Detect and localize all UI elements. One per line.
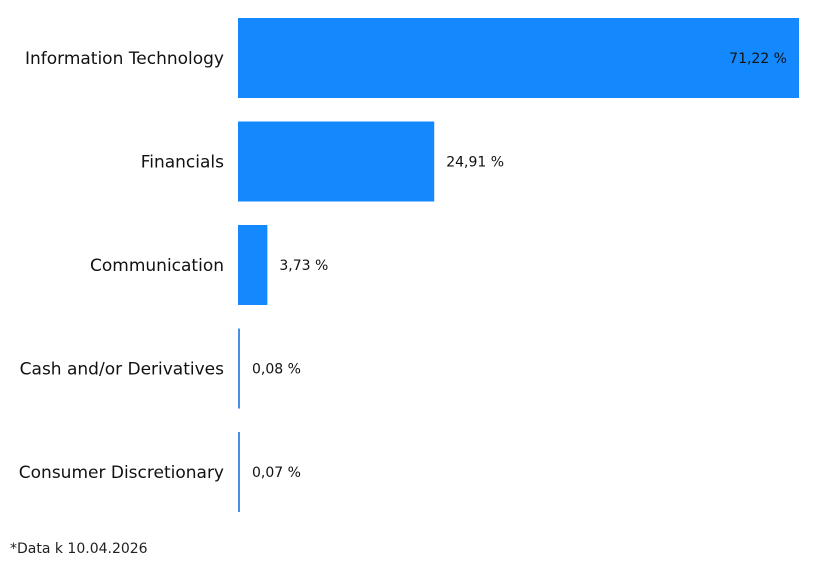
category-label-cash-and-or-derivatives: Cash and/or Derivatives bbox=[20, 360, 224, 380]
bar-consumer-discretionary bbox=[238, 432, 240, 512]
category-label-information-technology: Information Technology bbox=[25, 49, 224, 69]
value-label-consumer-discretionary: 0,07 % bbox=[252, 465, 301, 481]
bar-cash-and-or-derivatives bbox=[238, 328, 240, 409]
category-label-financials: Financials bbox=[141, 153, 224, 173]
value-label-financials: 24,91 % bbox=[446, 155, 504, 171]
category-label-communication: Communication bbox=[90, 256, 224, 276]
bar-financials bbox=[238, 121, 435, 202]
category-label-consumer-discretionary: Consumer Discretionary bbox=[19, 463, 224, 483]
bar-information-technology bbox=[238, 18, 799, 98]
footnote: *Data k 10.04.2026 bbox=[10, 541, 148, 557]
value-label-communication: 3,73 % bbox=[279, 258, 328, 274]
bar-communication bbox=[238, 225, 268, 305]
value-label-cash-and-or-derivatives: 0,08 % bbox=[252, 362, 301, 378]
value-label-information-technology: 71,22 % bbox=[729, 51, 787, 67]
